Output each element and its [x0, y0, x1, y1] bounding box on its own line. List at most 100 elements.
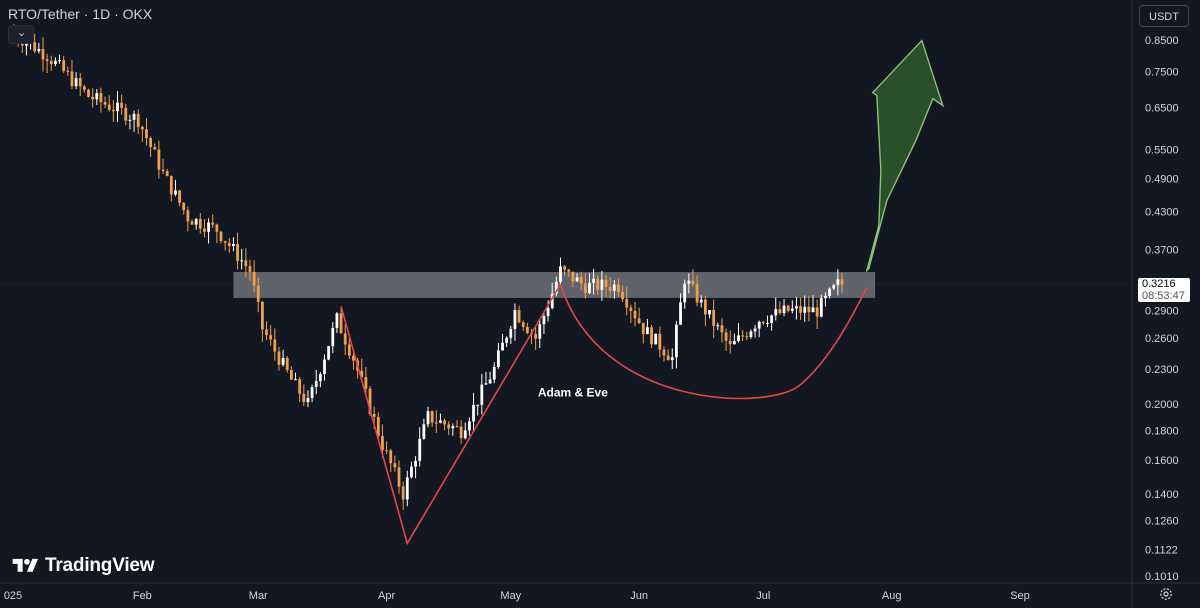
candle-body	[58, 60, 61, 62]
candle-body	[87, 89, 90, 97]
candle-body	[310, 387, 314, 398]
candle-body	[811, 307, 815, 313]
candle-body	[140, 126, 144, 130]
candle-body	[439, 420, 442, 423]
currency-button[interactable]: USDT	[1139, 5, 1189, 27]
candle-body	[223, 241, 227, 243]
candle-body	[633, 311, 637, 319]
candle-body	[136, 113, 140, 127]
candle-body	[62, 60, 66, 71]
candle-body	[666, 355, 670, 361]
candle-body	[712, 310, 716, 326]
candle-body	[650, 327, 653, 345]
collapse-legend-button[interactable]: ⌄	[8, 25, 34, 44]
candle-body	[389, 450, 393, 464]
candle-body	[66, 70, 70, 72]
candle-body	[766, 323, 769, 325]
candle-body	[381, 435, 384, 451]
candle-body	[186, 210, 190, 222]
candle-body	[426, 411, 430, 425]
candle-body	[468, 421, 471, 431]
candle-body	[786, 305, 790, 311]
candle-body	[447, 424, 451, 429]
y-tick-label: 0.1600	[1145, 455, 1179, 467]
candle-body	[720, 325, 724, 333]
candle-body	[161, 169, 165, 172]
candle-body	[505, 337, 509, 343]
candle-body	[476, 404, 480, 406]
candle-body	[542, 316, 546, 325]
y-tick-label: 0.2900	[1145, 306, 1179, 318]
candle-body	[824, 295, 827, 299]
candle-body	[323, 359, 326, 375]
candle-body	[691, 280, 695, 285]
candle-body	[211, 222, 215, 225]
candle-body	[165, 171, 169, 176]
candle-body	[517, 310, 521, 323]
candle-body	[190, 221, 194, 225]
candle-body	[434, 422, 438, 424]
last-price-value: 0.3216	[1142, 278, 1176, 290]
y-tick-label: 0.2000	[1145, 399, 1179, 411]
candle-body	[683, 283, 687, 303]
candle-body	[269, 335, 273, 340]
candle-body	[658, 333, 662, 350]
candle-body	[37, 49, 41, 52]
candle-body	[393, 463, 397, 468]
candle-body	[592, 278, 595, 283]
x-tick-label: Jun	[630, 590, 648, 602]
candle-body	[364, 377, 368, 389]
candle-body	[198, 219, 202, 229]
candle-body	[430, 411, 434, 423]
candle-body	[397, 467, 401, 487]
candle-body	[99, 93, 103, 103]
candle-body	[219, 231, 223, 242]
candle-body	[385, 450, 388, 452]
brand-name: TradingView	[45, 555, 155, 576]
candle-body	[178, 190, 181, 203]
candle-body	[625, 299, 629, 308]
candle-body	[306, 397, 310, 403]
y-tick-label: 0.2600	[1145, 333, 1179, 345]
candle-body	[360, 370, 364, 378]
candle-body	[339, 313, 343, 334]
candle-body	[579, 277, 583, 284]
candle-body	[761, 321, 765, 324]
candle-body	[261, 301, 264, 330]
candle-body	[418, 438, 422, 461]
candle-body	[49, 60, 53, 65]
x-tick-label: Jul	[756, 590, 770, 602]
candle-body	[803, 306, 807, 313]
y-tick-label: 0.5500	[1145, 145, 1179, 157]
candle-body	[153, 146, 157, 150]
candle-body	[54, 60, 57, 65]
y-tick-label: 0.6500	[1145, 103, 1179, 115]
candle-body	[82, 86, 86, 90]
candle-body	[575, 277, 579, 282]
candle-body	[182, 202, 186, 211]
x-tick-label: Feb	[133, 590, 152, 602]
candle-body	[25, 43, 28, 46]
candle-body	[277, 351, 281, 365]
chevron-down-icon: ⌄	[17, 27, 27, 39]
x-tick-label: Apr	[378, 590, 395, 602]
gear-icon[interactable]	[1159, 587, 1173, 601]
candle-body	[621, 291, 624, 300]
candle-body	[815, 307, 819, 317]
candle-body	[331, 327, 335, 347]
candle-body	[314, 381, 318, 388]
candle-body	[352, 355, 355, 361]
candle-body	[567, 269, 571, 272]
candle-body	[745, 336, 749, 338]
candle-body	[840, 279, 844, 285]
candle-body	[463, 430, 467, 439]
candle-body	[778, 309, 782, 314]
y-tick-label: 0.8500	[1145, 35, 1179, 47]
candle-body	[753, 328, 757, 332]
eve-arc-line	[559, 284, 868, 400]
candle-body	[70, 71, 74, 87]
candle-body	[807, 306, 811, 313]
candle-body	[124, 107, 128, 121]
candle-body	[641, 323, 645, 335]
